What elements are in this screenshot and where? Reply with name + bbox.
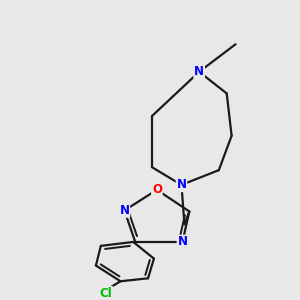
Text: N: N — [119, 204, 129, 217]
Text: N: N — [176, 178, 187, 191]
Text: N: N — [178, 236, 188, 248]
Text: O: O — [152, 183, 162, 196]
Text: N: N — [194, 65, 204, 78]
Text: Cl: Cl — [99, 286, 112, 300]
